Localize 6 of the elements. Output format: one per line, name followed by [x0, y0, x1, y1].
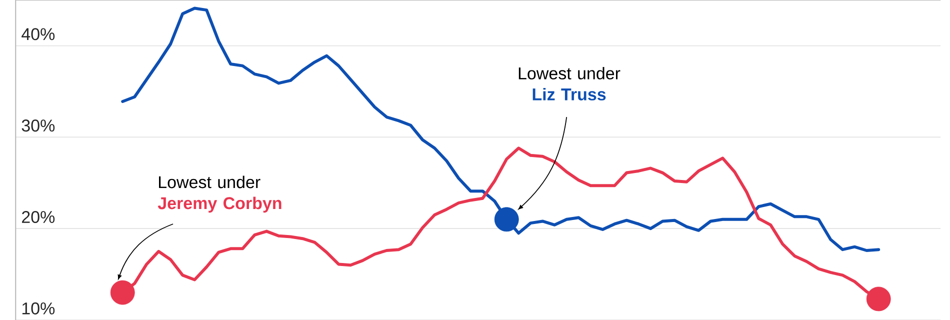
annotation: Lowest under Liz Truss [518, 66, 620, 100]
y-tick-label: 10% [22, 302, 55, 314]
y-tick-label: 40% [22, 28, 55, 40]
annotation: Lowest under Jeremy Corbyn [158, 176, 282, 213]
y-tick-label: 30% [22, 120, 55, 132]
y-tick-label: 20% [22, 210, 55, 224]
